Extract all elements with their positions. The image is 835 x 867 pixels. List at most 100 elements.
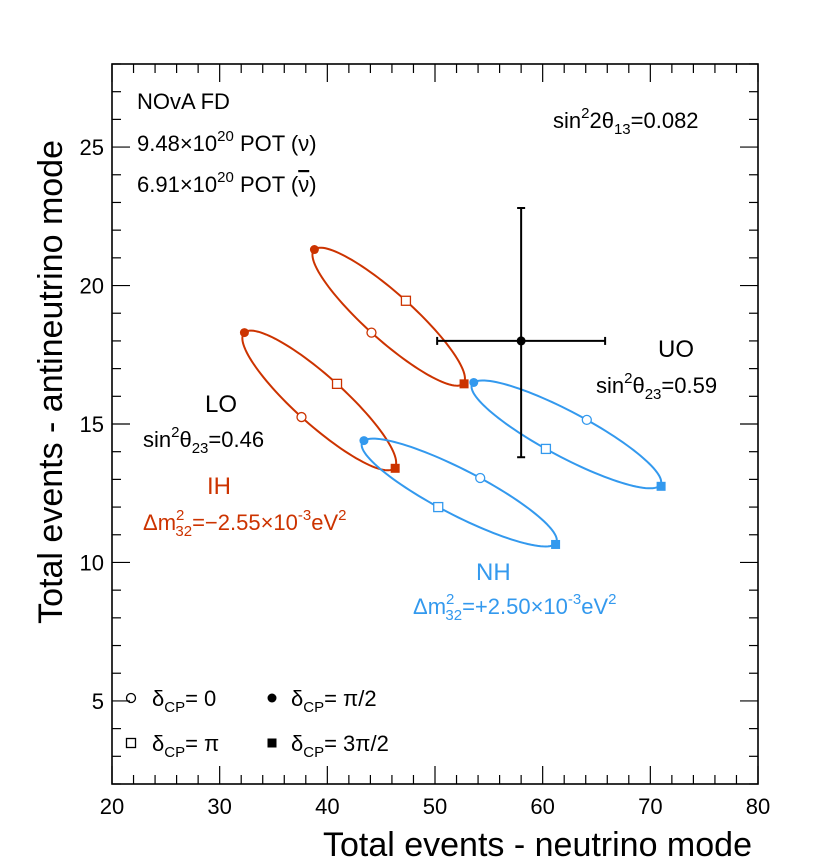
lo-sin-pre: sin [143,427,171,452]
marker-delta-0 [581,414,592,425]
info-pot-nu-exp: 20 [217,128,234,145]
lo-sin-post: =0.46 [208,427,264,452]
marker-delta-0 [296,411,307,423]
info-pot-nu-main: 9.48×10 [137,131,217,156]
marker-delta-pi2 [469,377,479,387]
ellipse-nh-lo [360,437,558,548]
nh-dm-label: Δm2 32=+2.50×10-3eV2 [413,591,617,624]
info-pot-nu: 9.48×1020 POT (ν) [137,128,317,156]
ih-dm-sub: 32 [175,523,192,540]
ih-dm-exp: -3 [298,507,311,524]
legend-label-delta-pi2: δCP= π/2 [291,686,377,716]
x-tick-label: 80 [746,794,770,819]
legend-1-sub: CP [303,699,324,716]
lo-sin-mid: θ [179,427,191,452]
legend-3-delta: δ [291,731,303,756]
y-axis-label: Total events - antineutrino mode [32,140,70,624]
theta13-post: =0.082 [631,108,699,133]
y-tick-label: 25 [80,135,104,160]
legend-3-value: = 3π/2 [324,731,389,756]
uo-sin-mid: θ [632,373,644,398]
plot-layer: 20 30 40 50 60 70 80 5 10 15 20 25 [80,63,770,819]
marker-delta-0 [366,327,377,338]
lo-label: LO [205,391,237,418]
ih-dm-sup: 2 [176,507,184,524]
nh-dm-sup: 2 [446,591,454,608]
theta13-mid: 2θ [589,108,613,133]
theta13-label: sin22θ13=0.082 [553,105,699,138]
marker-delta-3pi2 [459,379,469,389]
info-pot-nubar: 6.91×1020 POT (ν) [137,169,317,197]
theta13-sup: 2 [581,105,589,122]
lo-sin-sup: 2 [171,424,179,441]
theta13-pre: sin [553,108,581,133]
uo-label: UO [658,336,694,363]
legend-2-sub: CP [164,744,185,761]
legend-0-sub: CP [164,699,185,716]
x-tick-label: 70 [638,794,662,819]
legend-2-value: = π [185,731,219,756]
x-tick-label: 60 [530,794,554,819]
nh-dm-unit-sup: 2 [608,591,616,608]
marker-delta-pi2 [359,436,369,446]
uo-sin-label: sin2θ23=0.59 [596,370,717,403]
marker-delta-pi [540,443,552,455]
info-detector: NOvA FD [137,89,230,114]
theta13-sub: 13 [614,121,631,138]
legend-0-delta: δ [152,686,164,711]
legend-label-delta-3pi2: δCP= 3π/2 [291,731,389,761]
x-tick-label: 30 [207,794,231,819]
legend-marker-open-circle [125,692,137,704]
x-tick-label: 40 [315,794,339,819]
legend-2-delta: δ [152,731,164,756]
nh-dm-sub: 32 [445,607,462,624]
ellipse-ih-lo [241,329,398,472]
marker-delta-pi2 [309,245,319,255]
ih-dm-post: =−2.55×10 [192,510,298,535]
y-tick-label: 10 [80,550,104,575]
y-tick-label: 5 [92,689,104,714]
nh-dm-post: =+2.50×10 [462,594,568,619]
ih-dm-pre: Δm [143,510,176,535]
marker-delta-pi2 [239,328,249,338]
info-pot-nu-rest: POT (ν) [234,131,317,156]
legend-marker-filled-square [267,738,277,748]
uo-sin-pre: sin [596,373,624,398]
legend-label-delta-0: δCP= 0 [152,686,216,716]
x-tick-label: 20 [100,794,124,819]
info-pot-nubar-main: 6.91×10 [137,172,217,197]
legend-marker-filled-circle [267,693,277,703]
marker-delta-0 [475,472,486,484]
marker-delta-pi [433,501,444,513]
info-text: NOvA FD 9.48×1020 POT (ν) 6.91×1020 POT … [137,89,317,197]
data-point [516,336,526,346]
info-nubar-symbol: ν [298,172,309,197]
lo-sin-sub: 23 [192,440,209,457]
marker-delta-pi [400,295,412,306]
x-axis-label: Total events - neutrino mode [323,826,752,864]
marker-delta-pi [331,378,343,389]
uo-sin-sup: 2 [624,370,632,387]
ih-label: IH [207,473,231,500]
nh-dm-unit: eV [581,594,608,619]
nh-dm-pre: Δm [413,594,446,619]
legend-0-value: = 0 [185,686,216,711]
legend-marker-open-square [125,737,137,749]
legend-1-delta: δ [291,686,303,711]
uo-sin-sub: 23 [645,386,662,403]
uo-sin-post: =0.59 [661,373,717,398]
info-pot-nubar-exp: 20 [217,169,234,186]
info-pot-nubar-end: ) [309,172,316,197]
ih-dm-label: Δm2 32=−2.55×10-3eV2 [143,507,347,540]
y-tick-label: 15 [80,412,104,437]
legend-3-sub: CP [303,744,324,761]
ih-dm-unit: eV [311,510,338,535]
x-tick-label: 50 [423,794,447,819]
marker-delta-3pi2 [390,463,400,473]
nh-dm-exp: -3 [568,591,581,608]
lo-sin-label: sin2θ23=0.46 [143,424,264,457]
nh-label: NH [476,559,511,586]
legend-label-delta-pi: δCP= π [152,731,219,761]
ih-dm-unit-sup: 2 [338,507,346,524]
